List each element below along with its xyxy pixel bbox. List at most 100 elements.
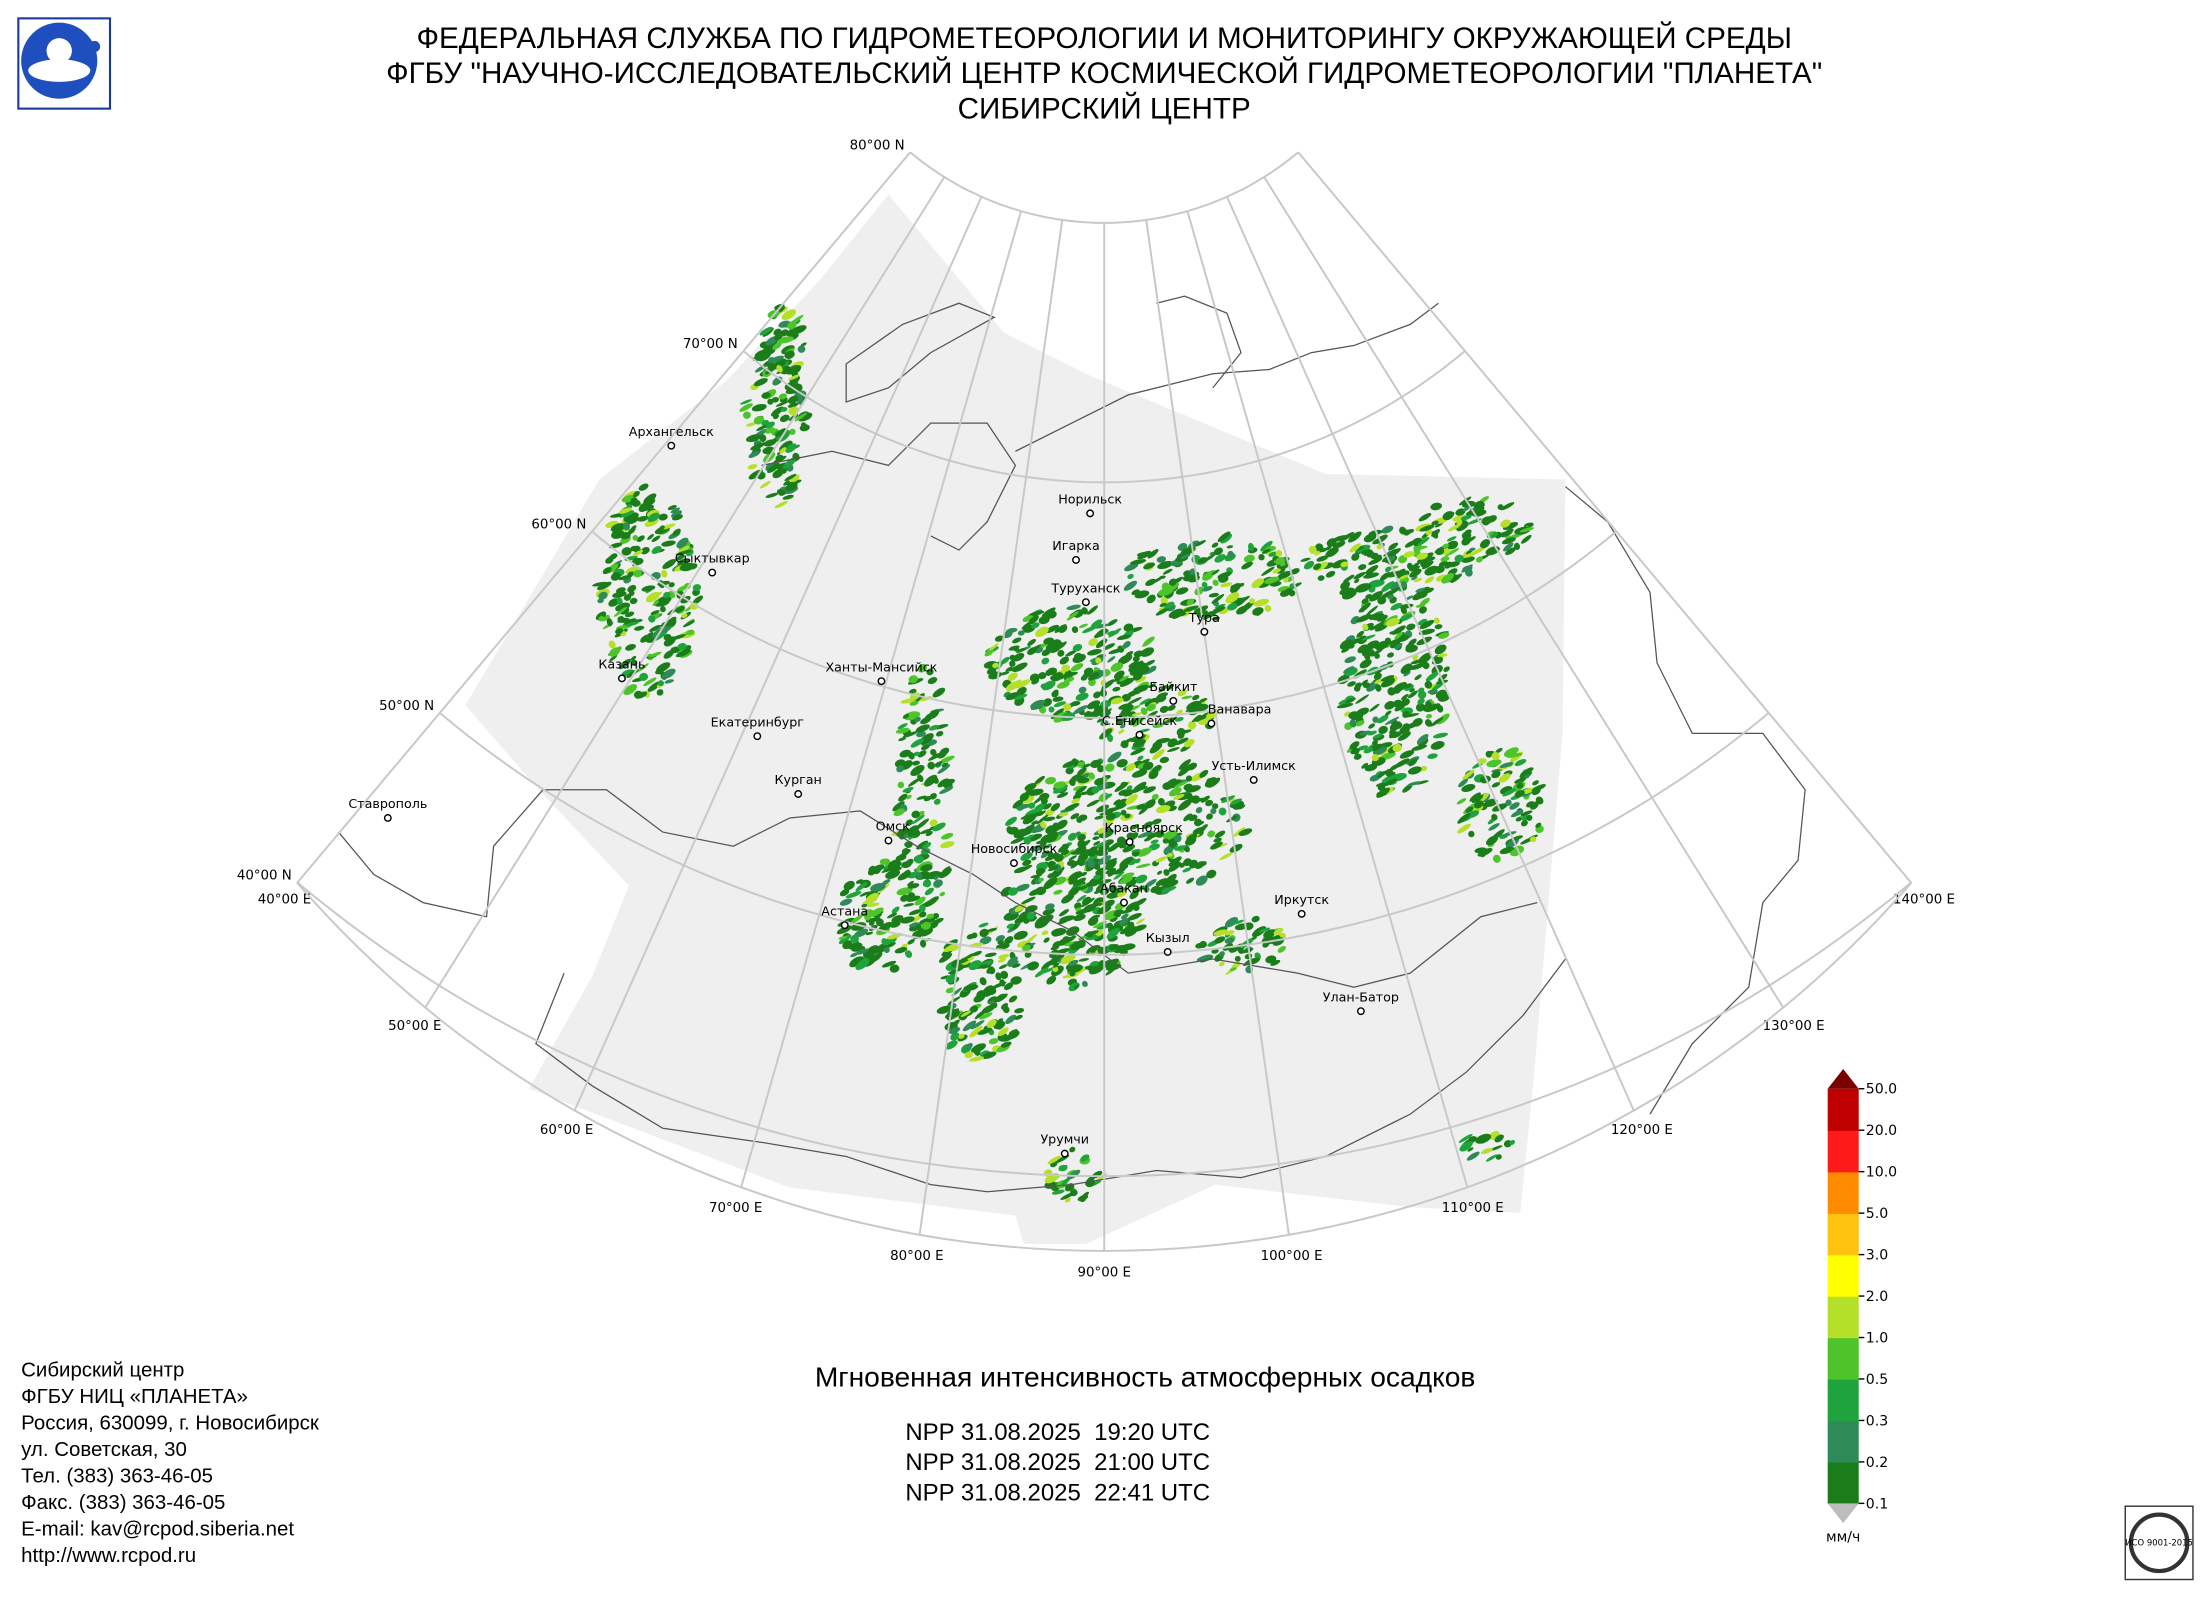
rain-cell <box>1411 744 1428 751</box>
rain-cell <box>1414 674 1422 681</box>
rain-cell <box>1076 816 1083 823</box>
rain-cell <box>1462 565 1473 572</box>
rain-cell <box>1163 869 1170 876</box>
rain-cell <box>1211 616 1220 621</box>
rain-cell <box>772 358 787 370</box>
rain-cell <box>965 1042 973 1050</box>
rain-cell <box>927 677 938 685</box>
rain-cell <box>759 326 773 336</box>
rain-cell <box>1459 496 1472 506</box>
rain-cell <box>1219 852 1233 861</box>
rain-cell <box>1058 909 1070 917</box>
rain-cell <box>1431 520 1439 526</box>
rain-cell <box>681 613 688 619</box>
rain-cell <box>1008 887 1018 896</box>
rain-cell <box>1520 820 1528 827</box>
rain-cell <box>1529 836 1537 843</box>
rain-cell <box>643 677 657 687</box>
rain-cell <box>1227 550 1235 558</box>
city-label: Тура <box>1188 610 1220 625</box>
rain-cell <box>1042 680 1056 691</box>
rain-cell <box>1172 794 1185 800</box>
rain-cell <box>1008 995 1018 1003</box>
rain-cell <box>659 626 672 633</box>
rain-cell <box>918 911 927 918</box>
rain-cell <box>939 891 946 897</box>
rain-cell <box>911 815 925 825</box>
rain-cell <box>1156 870 1163 875</box>
rain-cell <box>969 1025 983 1038</box>
rain-cell <box>933 875 939 880</box>
legend-swatch <box>1827 1171 1859 1214</box>
rain-cell <box>1238 828 1253 836</box>
rain-cell <box>1392 682 1408 693</box>
meridian <box>296 151 911 884</box>
rain-cell <box>1491 768 1503 773</box>
rain-cell <box>1357 644 1369 654</box>
rain-cell <box>958 1033 965 1039</box>
rain-cell <box>615 587 626 594</box>
rain-cell <box>670 507 680 514</box>
rain-cell <box>1024 783 1037 791</box>
rain-cell <box>1048 706 1055 713</box>
meridian-label: 40°00 E <box>258 893 311 908</box>
rain-cell <box>1380 590 1394 600</box>
rain-cell <box>602 566 612 575</box>
rain-cell <box>1035 626 1049 638</box>
rain-cell <box>1198 697 1208 703</box>
rain-cell <box>779 414 790 423</box>
rain-cell <box>1090 619 1103 630</box>
rain-cell <box>1133 684 1149 693</box>
rain-cell <box>942 762 949 767</box>
rain-cell <box>1409 561 1420 571</box>
rain-cell <box>1086 700 1101 710</box>
parallel <box>909 151 1299 224</box>
rain-cell <box>1149 665 1157 672</box>
legend-label: 20.0 <box>1866 1123 1897 1139</box>
rain-cell <box>1127 697 1142 705</box>
meridian-label: 140°00 E <box>1893 893 1955 908</box>
rain-cell <box>1066 860 1077 867</box>
rain-cell <box>1409 688 1415 693</box>
rain-cell <box>1218 574 1229 583</box>
rain-cell <box>657 671 664 675</box>
rain-cell <box>962 1020 977 1032</box>
contact-line: Россия, 630099, г. Новосибирск <box>21 1411 320 1434</box>
legend-swatch <box>1827 1130 1859 1173</box>
rain-cell <box>936 730 944 737</box>
rain-cell <box>1418 513 1432 522</box>
city-marker <box>617 674 626 683</box>
rain-cell <box>1355 720 1365 727</box>
city-label: Красноярск <box>1105 820 1184 835</box>
rain-cell <box>1366 605 1378 616</box>
rain-cell <box>1175 587 1189 595</box>
rain-cell <box>1468 830 1475 838</box>
rain-cell <box>921 921 931 930</box>
rain-cell <box>633 490 640 498</box>
rain-cell <box>1070 663 1084 672</box>
rain-cell <box>1332 540 1346 549</box>
rain-cell <box>1247 542 1255 552</box>
footer: Мгновенная интенсивность атмосферных оса… <box>21 1358 1475 1567</box>
rain-cell <box>1074 984 1080 989</box>
rain-cell <box>919 904 926 912</box>
rain-cell <box>1425 713 1432 719</box>
rain-cell <box>645 632 654 639</box>
rain-cell <box>1135 676 1147 683</box>
rain-cell <box>1340 561 1349 568</box>
rain-cell <box>919 939 927 948</box>
rain-cell <box>1497 504 1504 511</box>
rain-cell <box>630 497 638 504</box>
rain-cell <box>1434 644 1447 655</box>
rain-cell <box>1418 606 1427 614</box>
rain-cell <box>1354 578 1360 584</box>
rain-cell <box>1142 821 1153 829</box>
rain-cell <box>1300 557 1311 562</box>
rain-cell <box>1437 673 1448 682</box>
rain-cell <box>950 1032 960 1041</box>
rain-cell <box>1303 560 1315 570</box>
rain-cell <box>677 642 687 651</box>
rain-cell <box>970 1005 979 1013</box>
rain-cell <box>1469 792 1481 802</box>
rain-cell <box>1132 717 1145 727</box>
